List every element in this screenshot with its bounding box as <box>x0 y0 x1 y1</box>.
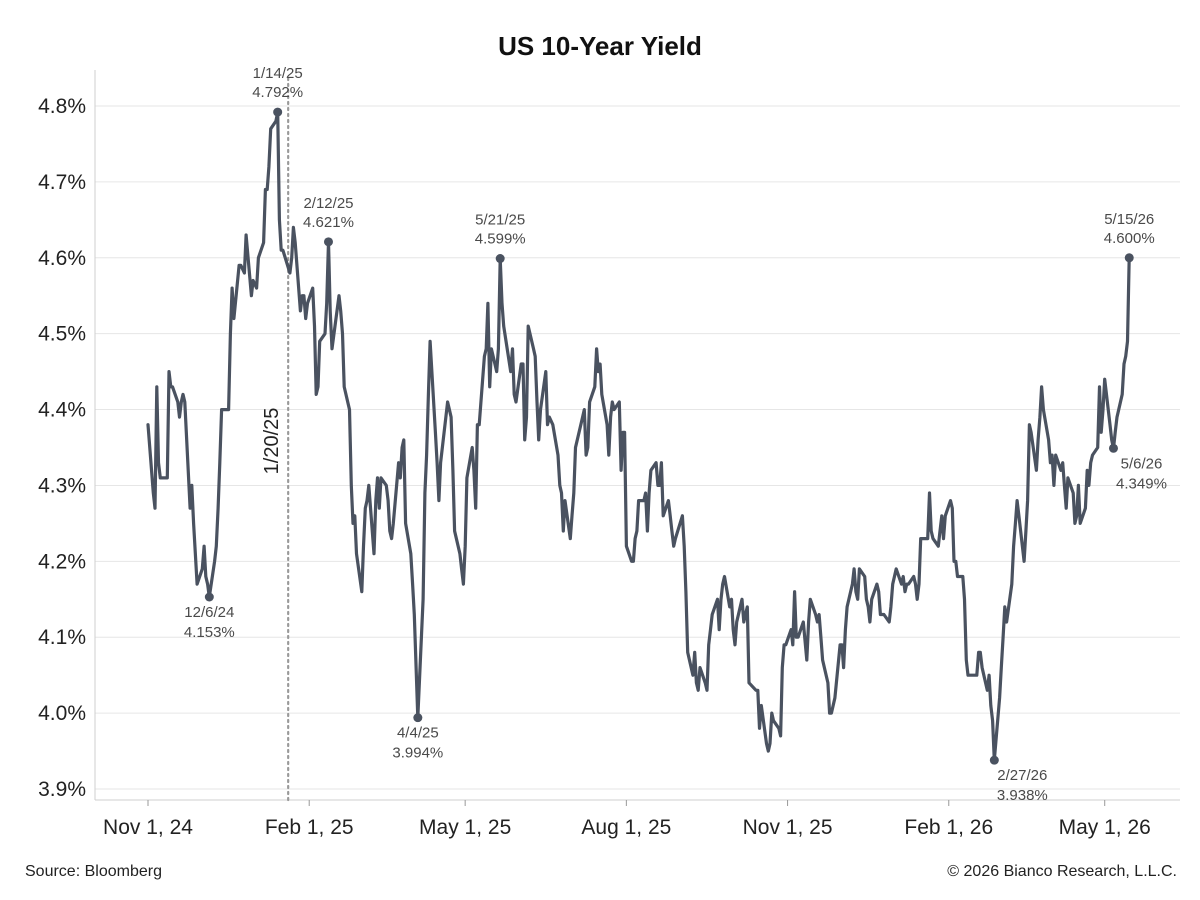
series-group <box>146 110 1131 762</box>
y-tick-label: 4.4% <box>38 399 86 422</box>
y-tick-label: 4.3% <box>38 474 86 497</box>
annotation-date: 5/15/26 <box>1104 211 1154 228</box>
annotation-value: 4.600% <box>1104 230 1155 247</box>
annotation: 5/6/26 4.349% <box>1108 443 1167 492</box>
annotation-marker <box>1124 253 1134 263</box>
annotation-marker <box>204 592 214 602</box>
annotation: 5/21/25 4.599% <box>475 212 526 264</box>
annotation-value: 4.153% <box>184 624 235 641</box>
annotation-marker <box>989 755 999 765</box>
gridlines <box>95 105 1180 790</box>
source-note: Source: Bloomberg <box>25 863 162 880</box>
annotation-marker <box>323 237 333 247</box>
annotation-date: 5/21/25 <box>475 212 525 229</box>
annotation-value: 4.621% <box>303 214 354 231</box>
copyright-note: © 2026 Bianco Research, L.L.C. <box>947 863 1177 880</box>
y-tick-label: 4.5% <box>38 323 86 346</box>
annotation: 1/14/25 4.792% <box>252 65 303 117</box>
annotation-date: 2/27/26 <box>997 767 1047 784</box>
annotation-date: 12/6/24 <box>184 604 234 621</box>
vline-label: 1/20/25 <box>261 408 283 475</box>
annotation-date: 4/4/25 <box>397 725 439 742</box>
chart-title: US 10-Year Yield <box>498 31 702 61</box>
annotation-marker <box>413 713 423 723</box>
annotation-value: 3.938% <box>997 787 1048 804</box>
annotation-value: 4.349% <box>1116 475 1167 492</box>
series-line-0 <box>146 110 1131 762</box>
x-tick-label: May 1, 25 <box>419 816 511 839</box>
annotation-date: 1/14/25 <box>253 65 303 82</box>
y-tick-label: 4.1% <box>38 626 86 649</box>
annotation-marker <box>273 107 283 117</box>
annotation: 5/15/26 4.600% <box>1104 211 1155 263</box>
annotation: 2/12/25 4.621% <box>303 195 354 247</box>
y-tick-label: 4.8% <box>38 95 86 118</box>
annotation-value: 4.599% <box>475 231 526 248</box>
x-tick-label: Feb 1, 25 <box>265 816 354 839</box>
annotations: 12/6/24 4.153% 1/14/25 4.792% 2/12/25 4.621% 4… <box>184 65 1167 804</box>
annotation-marker <box>495 254 505 264</box>
y-tick-label: 4.7% <box>38 171 86 194</box>
annotation-date: 5/6/26 <box>1121 455 1163 472</box>
y-tick-label: 3.9% <box>38 778 86 801</box>
x-tick-label: Aug 1, 25 <box>581 816 671 839</box>
x-axis: Nov 1, 24 Feb 1, 25 May 1, 25 Aug 1, 25 Nov … <box>103 800 1151 839</box>
annotation-value: 3.994% <box>392 745 443 762</box>
inauguration-marker: 1/20/25 <box>261 76 290 802</box>
x-tick-label: Feb 1, 26 <box>904 816 993 839</box>
annotation-date: 2/12/25 <box>303 195 353 212</box>
x-tick-label: Nov 1, 24 <box>103 816 193 839</box>
annotation-marker <box>1108 443 1118 453</box>
annotation: 12/6/24 4.153% <box>184 592 235 641</box>
y-tick-label: 4.2% <box>38 550 86 573</box>
y-tick-label: 4.0% <box>38 702 86 725</box>
annotation: 4/4/25 3.994% <box>392 713 443 762</box>
annotation: 2/27/26 3.938% <box>989 755 1048 804</box>
x-tick-label: Nov 1, 25 <box>743 816 833 839</box>
y-tick-label: 4.6% <box>38 247 86 270</box>
annotation-value: 4.792% <box>252 84 303 101</box>
y-axis: 3.9% 4.0% 4.1% 4.2% 4.3% 4.4% 4.5% 4.6% 4.7% 4.8% <box>38 70 1180 801</box>
x-tick-label: May 1, 26 <box>1059 816 1151 839</box>
